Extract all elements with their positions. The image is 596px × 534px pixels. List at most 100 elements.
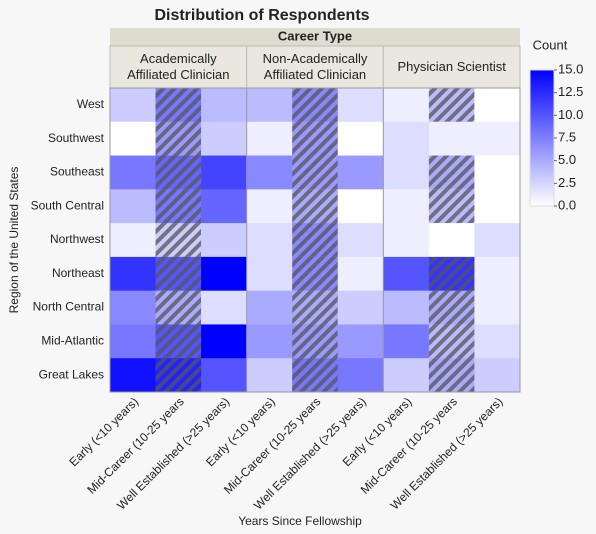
cell [246, 223, 293, 258]
cell [474, 121, 521, 157]
group-label: Physician Scientist [397, 59, 506, 74]
hatch [428, 358, 475, 392]
plot-frame [109, 87, 521, 393]
hatch [292, 324, 338, 359]
cell [383, 290, 430, 325]
y-tick-label: Southwest [48, 131, 105, 145]
legend-title: Count [533, 37, 568, 52]
hatch [428, 256, 475, 291]
cell [337, 358, 384, 393]
cell [110, 358, 157, 393]
cell [337, 223, 384, 258]
group-header-box: Academically Affiliated Clinician [127, 51, 230, 82]
hatch [428, 189, 475, 224]
cell [201, 358, 248, 393]
hatch [428, 88, 475, 122]
cell [246, 290, 293, 325]
cell [246, 121, 293, 157]
hatch [292, 189, 338, 224]
hatch [428, 324, 475, 359]
cell [337, 324, 384, 359]
legend-tick-label: 5.0 [558, 152, 576, 167]
cell [201, 256, 248, 292]
y-tick-label: Great Lakes [39, 367, 104, 381]
cell [201, 155, 248, 190]
cell [201, 290, 248, 325]
cell [474, 155, 521, 190]
group-label: Academically Affiliated Clinician [127, 51, 230, 82]
hatch [155, 155, 202, 190]
hatch [292, 358, 338, 392]
hatch [155, 290, 202, 325]
cell [383, 189, 430, 224]
y-tick-label: West [77, 97, 105, 111]
cell [246, 256, 293, 292]
legend-tick-label: 7.5 [558, 129, 576, 144]
y-tick-label: Mid-Atlantic [41, 334, 104, 348]
cell [474, 358, 521, 393]
cell [201, 189, 248, 224]
cell [201, 88, 248, 123]
cell [474, 324, 521, 359]
hatch [155, 223, 202, 257]
hatch [292, 121, 338, 156]
legend-tick-label: 2.5 [558, 175, 576, 190]
chart-title: Distribution of Respondents [154, 7, 369, 24]
cell [474, 256, 521, 292]
cell [474, 290, 521, 325]
cell [474, 223, 521, 258]
cell [337, 189, 384, 224]
hatch [155, 121, 202, 156]
cell [201, 324, 248, 359]
cell [110, 121, 157, 157]
cell [201, 223, 248, 258]
cell [383, 358, 430, 393]
cell [428, 121, 475, 157]
y-tick-label: Northeast [52, 266, 105, 280]
cell [110, 256, 157, 292]
legend-tick-label: 0.0 [558, 197, 576, 212]
hatch [292, 155, 338, 190]
cell [246, 88, 293, 123]
cell [474, 88, 521, 123]
cell [383, 88, 430, 123]
hatch [155, 88, 202, 122]
hatch [428, 290, 475, 325]
group-header-box: Non-Academically Affiliated Clinician [262, 51, 368, 82]
cell [110, 290, 157, 325]
y-axis-label: Region of the United States [7, 167, 21, 314]
hatch [292, 256, 338, 291]
cell [337, 290, 384, 325]
y-tick-label: North Central [33, 300, 104, 314]
cell [383, 324, 430, 359]
hatch [155, 189, 202, 224]
cell [201, 121, 248, 157]
hatch [428, 155, 475, 190]
cell [474, 189, 521, 224]
cell [337, 256, 384, 292]
cell [246, 189, 293, 224]
cell [110, 324, 157, 359]
cell [383, 223, 430, 258]
hatch [155, 324, 202, 359]
cell [428, 223, 475, 258]
cell [337, 155, 384, 190]
group-header [382, 45, 521, 89]
legend-gradient [529, 69, 555, 207]
hatch [292, 223, 338, 257]
cell [246, 324, 293, 359]
x-axis-label: Years Since Fellowship [238, 514, 362, 528]
group-label: Non-Academically Affiliated Clinician [262, 51, 368, 82]
cell [337, 88, 384, 123]
group-title: Career Type [278, 28, 352, 43]
hatch [292, 88, 338, 122]
cell [383, 121, 430, 157]
cell [246, 358, 293, 393]
y-tick-label: Southeast [50, 165, 105, 179]
hatch [292, 290, 338, 325]
cell [110, 88, 157, 123]
hatch [155, 256, 202, 291]
cell [337, 121, 384, 157]
